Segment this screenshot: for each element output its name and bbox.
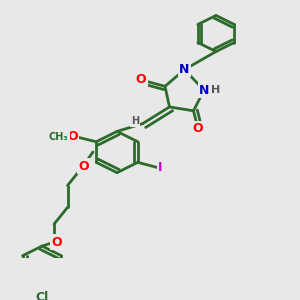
Text: N: N — [199, 84, 209, 97]
Text: N: N — [179, 63, 190, 76]
Text: CH₃: CH₃ — [49, 132, 68, 142]
Text: H: H — [212, 85, 220, 95]
Text: O: O — [136, 74, 146, 86]
Text: Cl: Cl — [35, 291, 49, 300]
Text: O: O — [79, 160, 89, 173]
Text: H: H — [131, 116, 139, 126]
Text: I: I — [158, 161, 163, 174]
Text: O: O — [193, 122, 203, 135]
Text: O: O — [67, 130, 77, 143]
Text: O: O — [52, 236, 62, 249]
